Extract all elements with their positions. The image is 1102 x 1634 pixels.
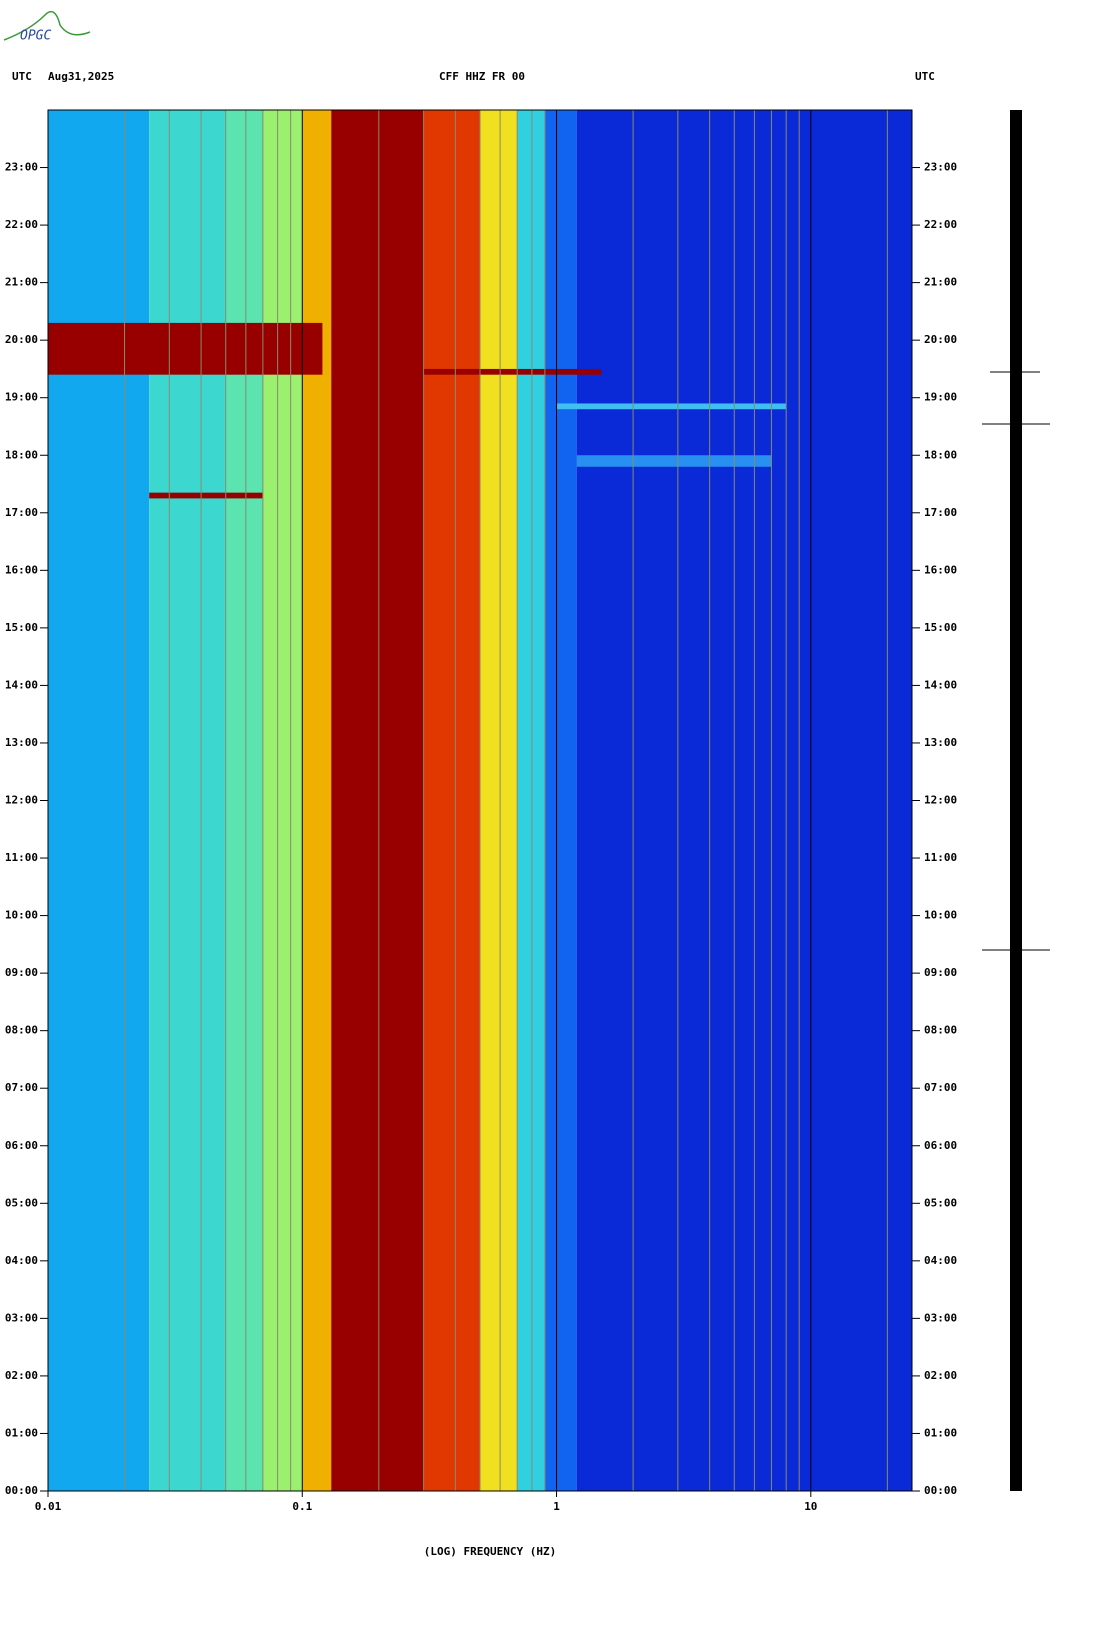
spectrogram-event — [576, 455, 772, 467]
y-tick-label-right: 09:00 — [924, 966, 957, 979]
plot-frame — [47, 109, 913, 1492]
spectrogram-band — [302, 110, 332, 1491]
x-tick-label: 1 — [553, 1500, 560, 1513]
y-tick-label-left: 08:00 — [5, 1024, 38, 1037]
spectrogram-band — [331, 110, 424, 1491]
logo-curve — [3, 10, 91, 41]
spectrogram-event — [149, 492, 263, 499]
logo-text: OPGC — [20, 29, 51, 44]
y-tick-label-left: 06:00 — [5, 1139, 38, 1152]
y-tick-label-left: 10:00 — [5, 909, 38, 922]
y-tick-label-left: 16:00 — [5, 563, 38, 576]
y-tick-label-left: 07:00 — [5, 1081, 38, 1094]
x-tick-label: 0.1 — [292, 1500, 312, 1513]
y-tick-label-left: 05:00 — [5, 1196, 38, 1209]
spectrogram-band — [576, 110, 912, 1491]
seismogram-trace — [1010, 110, 1022, 1491]
y-tick-label-right: 03:00 — [924, 1311, 957, 1324]
date: Aug31,2025 — [48, 70, 114, 83]
y-tick-label-right: 10:00 — [924, 909, 957, 922]
spectrogram-band — [517, 110, 545, 1491]
spectrogram-event — [556, 403, 787, 410]
y-tick-label-left: 13:00 — [5, 736, 38, 749]
y-tick-label-right: 12:00 — [924, 794, 957, 807]
y-tick-label-left: 15:00 — [5, 621, 38, 634]
header-left: UTC — [12, 70, 32, 83]
spectrogram-band — [480, 110, 518, 1491]
y-tick-label-right: 22:00 — [924, 218, 957, 231]
y-tick-label-right: 13:00 — [924, 736, 957, 749]
spectrogram-band — [149, 110, 226, 1491]
spectrogram-event — [423, 368, 602, 375]
y-tick-label-left: 23:00 — [5, 161, 38, 174]
y-tick-label-left: 19:00 — [5, 391, 38, 404]
y-tick-label-right: 05:00 — [924, 1196, 957, 1209]
x-tick-label: 0.01 — [35, 1500, 62, 1513]
chart-title: CFF HHZ FR 00 — [439, 70, 525, 83]
y-tick-label-left: 21:00 — [5, 276, 38, 289]
y-tick-label-left: 00:00 — [5, 1484, 38, 1497]
y-tick-label-right: 19:00 — [924, 391, 957, 404]
y-tick-label-left: 01:00 — [5, 1426, 38, 1439]
spectrogram-band — [262, 110, 303, 1491]
y-tick-label-left: 12:00 — [5, 794, 38, 807]
y-tick-label-left: 09:00 — [5, 966, 38, 979]
x-axis-label: (LOG) FREQUENCY (HZ) — [424, 1545, 556, 1558]
y-tick-label-left: 20:00 — [5, 333, 38, 346]
y-tick-label-right: 06:00 — [924, 1139, 957, 1152]
spectrogram-event — [48, 322, 323, 375]
y-tick-label-right: 14:00 — [924, 678, 957, 691]
y-tick-label-right: 11:00 — [924, 851, 957, 864]
seismogram — [982, 110, 1050, 1491]
y-tick-label-right: 15:00 — [924, 621, 957, 634]
y-tick-label-right: 16:00 — [924, 563, 957, 576]
y-tick-label-right: 02:00 — [924, 1369, 957, 1382]
y-tick-label-left: 11:00 — [5, 851, 38, 864]
y-tick-label-left: 22:00 — [5, 218, 38, 231]
spectrogram-band — [48, 110, 150, 1491]
y-tick-label-right: 07:00 — [924, 1081, 957, 1094]
y-tick-label-right: 23:00 — [924, 161, 957, 174]
y-tick-label-left: 02:00 — [5, 1369, 38, 1382]
logo: OPGC — [3, 10, 91, 44]
spectrogram-band — [225, 110, 263, 1491]
y-tick-label-right: 04:00 — [924, 1254, 957, 1267]
spectrogram-band — [544, 110, 577, 1491]
y-tick-label-left: 17:00 — [5, 506, 38, 519]
y-tick-label-right: 01:00 — [924, 1426, 957, 1439]
y-tick-label-right: 08:00 — [924, 1024, 957, 1037]
x-tick-label: 10 — [804, 1500, 817, 1513]
y-tick-label-left: 18:00 — [5, 448, 38, 461]
spectrogram-band — [423, 110, 480, 1491]
y-tick-label-left: 04:00 — [5, 1254, 38, 1267]
y-tick-label-right: 18:00 — [924, 448, 957, 461]
y-tick-label-left: 14:00 — [5, 678, 38, 691]
y-tick-label-right: 20:00 — [924, 333, 957, 346]
y-tick-label-left: 03:00 — [5, 1311, 38, 1324]
y-tick-label-right: 21:00 — [924, 276, 957, 289]
y-tick-label-right: 17:00 — [924, 506, 957, 519]
header-right: UTC — [915, 70, 935, 83]
y-tick-label-right: 00:00 — [924, 1484, 957, 1497]
